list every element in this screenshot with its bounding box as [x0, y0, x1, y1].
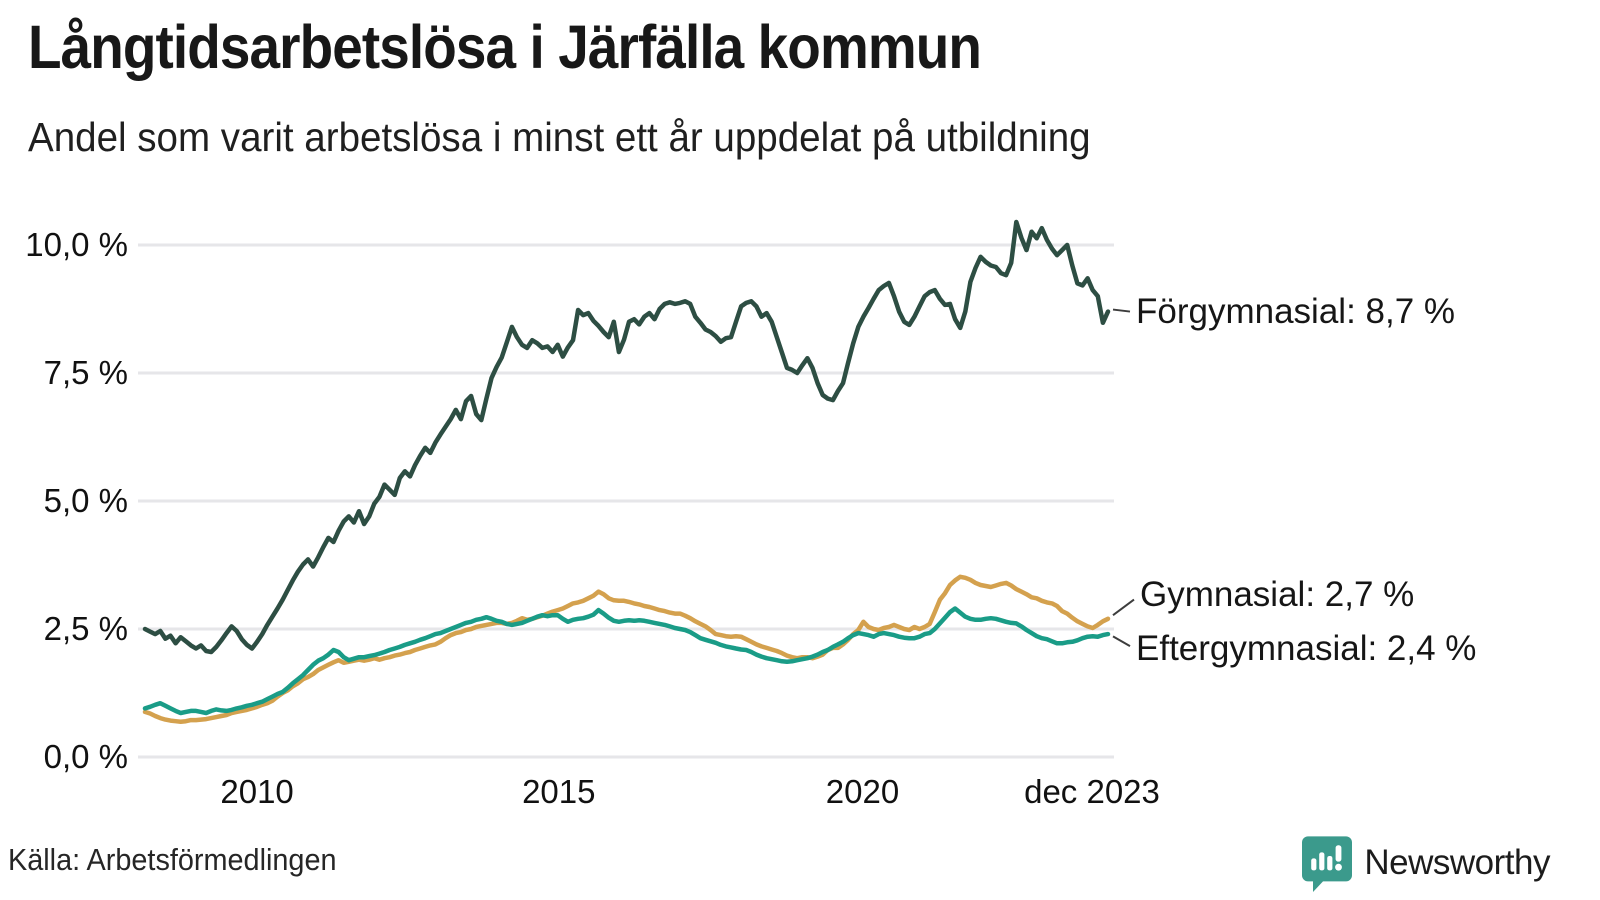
- annotation-connector: [1112, 598, 1135, 616]
- series-end-label-gymnasial: Gymnasial: 2,7 %: [1140, 574, 1415, 614]
- source-note: Källa: Arbetsförmedlingen: [8, 842, 361, 878]
- newsworthy-icon: [1302, 836, 1353, 892]
- series-end-label-eftergymnasial: Eftergymnasial: 2,4 %: [1136, 629, 1477, 669]
- page-subtitle-text: Andel som varit arbetslösa i minst ett å…: [28, 114, 1091, 160]
- x-axis-tick-label: 2020: [825, 773, 900, 810]
- y-axis-tick-label: 7,5 %: [43, 354, 128, 391]
- y-axis-tick-label: 5,0 %: [43, 482, 128, 519]
- brand-logo: Newsworthy: [1300, 834, 1550, 892]
- series-line-gymnasial: [142, 574, 1111, 724]
- series-line-eftergymnasial: [142, 606, 1111, 716]
- x-axis-tick-label: dec 2023: [1024, 773, 1160, 810]
- page-subtitle: Andel som varit arbetslösa i minst ett å…: [28, 114, 1158, 161]
- y-axis-tick-label: 10,0 %: [25, 226, 128, 263]
- series-line-förgymnasial: [142, 219, 1111, 655]
- y-axis-tick-label: 2,5 %: [43, 610, 128, 647]
- source-note-text: Källa: Arbetsförmedlingen: [8, 842, 337, 877]
- speech-bubble-shape: [1302, 836, 1353, 892]
- annotation-connector: [1112, 308, 1131, 313]
- series-end-label-forgymnasial: Förgymnasial: 8,7 %: [1136, 291, 1456, 331]
- page-title-text: Långtidsarbetslösa i Järfälla kommun: [28, 13, 982, 81]
- x-axis-tick-label: 2010: [220, 773, 294, 810]
- brand-name: Newsworthy: [1364, 843, 1550, 882]
- y-axis-tick-label: 0,0 %: [43, 738, 128, 775]
- page-title: Långtidsarbetslösa i Järfälla kommun: [28, 12, 1087, 82]
- x-axis-tick-label: 2015: [522, 773, 596, 810]
- annotation-connector: [1112, 635, 1131, 647]
